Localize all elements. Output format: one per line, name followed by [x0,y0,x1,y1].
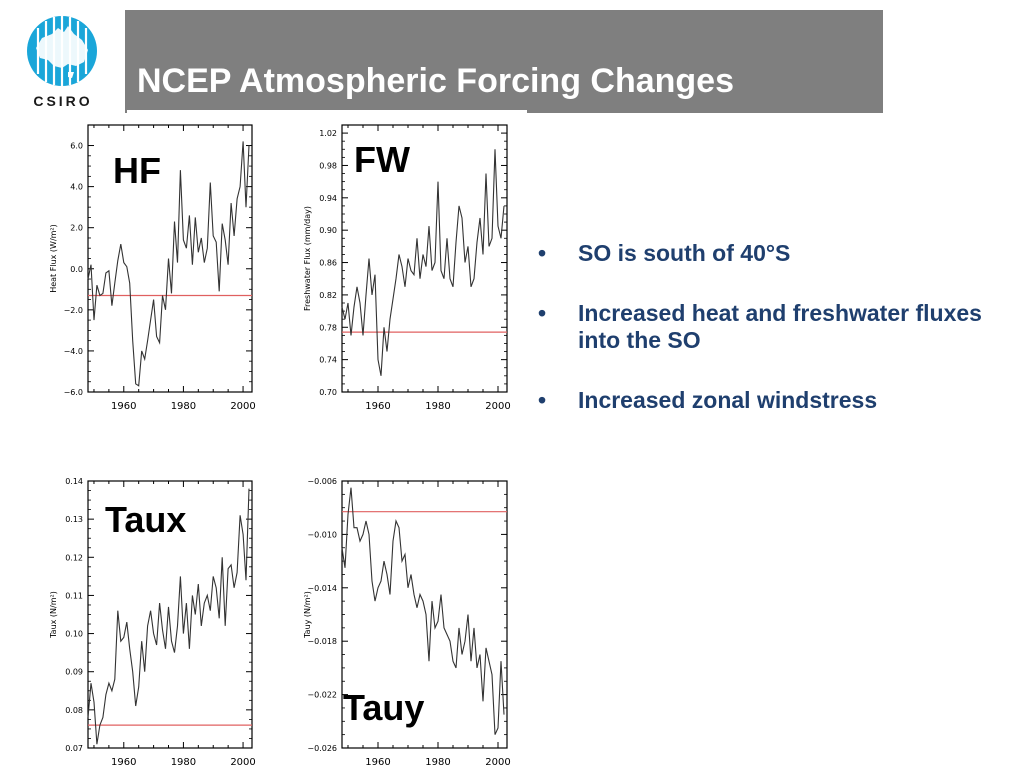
x-tick-label: 1960 [111,757,136,768]
y-tick-label: 0.09 [65,668,83,677]
y-tick-label: 0.10 [65,630,83,639]
x-tick-label: 2000 [230,401,255,412]
y-tick-label: −6.0 [64,388,83,397]
bullet-list: • SO is south of 40°S • Increased heat a… [536,240,1006,447]
y-tick-label: 6.0 [70,142,83,151]
y-axis-label: Taux (N/m²) [49,591,58,639]
plot-frame [341,124,508,393]
y-tick-label: −0.022 [307,691,337,700]
series-line [341,149,505,376]
x-tick-label: 1960 [111,401,136,412]
bullet-text: Increased heat and freshwater fluxes int… [578,300,982,353]
y-tick-label: 0.08 [65,706,83,715]
y-tick-label: 0.11 [65,591,83,600]
csiro-logo: CSIRO [18,14,108,110]
y-axis-label: Freshwater Flux (mm/day) [303,206,312,311]
x-tick-label: 2000 [485,401,510,412]
series-line [341,487,505,735]
x-tick-label: 1980 [425,757,450,768]
bullet-item: • SO is south of 40°S [536,240,1006,267]
csiro-logo-icon: CSIRO [27,16,97,109]
y-tick-label: −0.006 [307,477,337,486]
x-tick-label: 2000 [230,757,255,768]
panel-label: Tauy [343,687,424,728]
title-underline [127,110,527,113]
series-line [87,488,250,745]
bullet-text: SO is south of 40°S [578,240,791,266]
panel-label: FW [354,139,410,180]
x-tick-label: 1980 [171,401,196,412]
x-tick-label: 1980 [171,757,196,768]
y-axis-label: Tauy (N/m²) [303,591,312,639]
bullet-item: • Increased zonal windstress [536,387,1006,414]
bullet-marker: • [538,387,547,413]
y-tick-label: 2.0 [70,224,83,233]
bullet-item: • Increased heat and freshwater fluxes i… [536,300,1006,354]
y-tick-label: 0.90 [319,226,337,235]
series-line [87,141,250,387]
panel-label: HF [113,150,161,191]
y-tick-label: 0.86 [319,259,337,268]
y-tick-label: 0.70 [319,388,337,397]
y-tick-label: 0.12 [65,553,83,562]
bullet-marker: • [538,300,547,326]
bullet-marker: • [538,240,547,266]
page-title: NCEP Atmospheric Forcing Changes [137,62,734,100]
y-tick-label: 0.78 [319,323,337,332]
y-axis-label: Heat Flux (W/m²) [49,224,58,293]
x-tick-label: 1960 [365,401,390,412]
panel-label: Taux [105,499,186,540]
y-tick-label: 4.0 [70,183,83,192]
x-tick-label: 1980 [425,401,450,412]
bullet-text: Increased zonal windstress [578,387,878,413]
y-tick-label: 0.82 [319,291,337,300]
y-tick-label: 0.98 [319,161,337,170]
logo-text: CSIRO [33,93,92,109]
x-tick-label: 2000 [485,757,510,768]
x-tick-label: 1960 [365,757,390,768]
title-bar [125,10,883,113]
y-tick-label: −2.0 [64,306,83,315]
y-tick-label: −0.010 [307,530,337,539]
y-tick-label: 0.74 [319,356,337,365]
y-tick-label: 0.0 [70,265,83,274]
y-tick-label: 0.14 [65,477,83,486]
y-tick-label: 0.94 [319,194,337,203]
y-tick-label: 0.13 [65,515,83,524]
y-tick-label: −0.026 [307,744,337,753]
y-tick-label: 1.02 [319,129,337,138]
y-tick-label: −4.0 [64,347,83,356]
y-tick-label: −0.018 [307,637,337,646]
y-tick-label: 0.07 [65,744,83,753]
y-tick-label: −0.014 [307,584,337,593]
